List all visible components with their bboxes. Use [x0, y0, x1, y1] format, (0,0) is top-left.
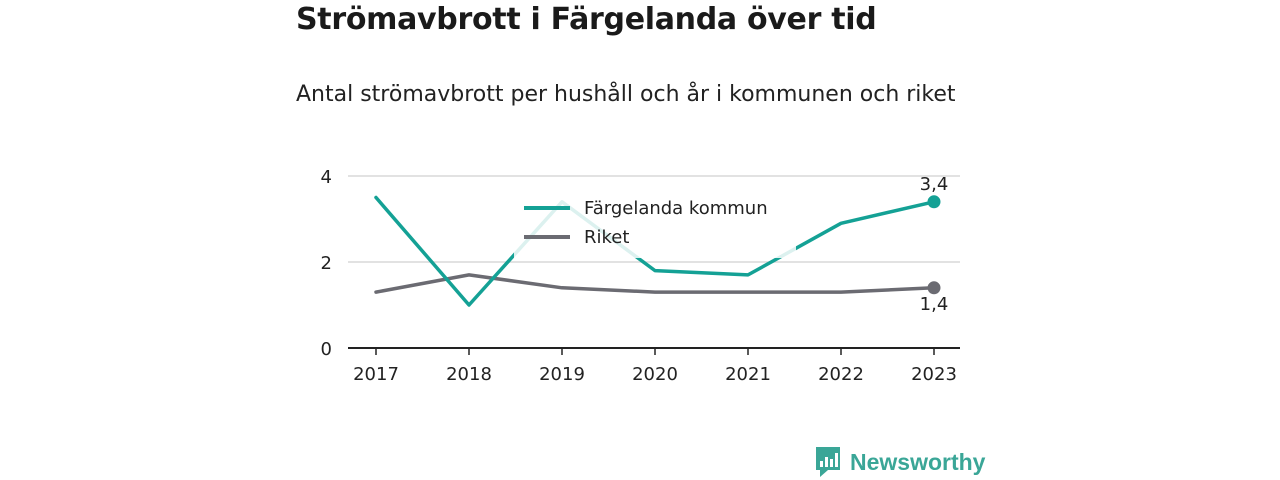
x-tick-label: 2021	[725, 364, 771, 385]
end-point-marker	[927, 195, 941, 209]
brand-logo: Newsworthy	[814, 446, 985, 478]
y-tick-label: 2	[321, 253, 332, 274]
end-point-marker	[927, 281, 941, 295]
chart-title: Strömavbrott i Färgelanda över tid	[296, 2, 877, 37]
brand-name: Newsworthy	[850, 448, 986, 475]
bar-chart-logo-icon	[816, 447, 840, 477]
x-tick-label: 2018	[446, 364, 492, 385]
x-tick-label: 2022	[818, 364, 864, 385]
x-tick-label: 2023	[911, 364, 957, 385]
x-tick-label: 2020	[632, 364, 678, 385]
legend-background	[514, 186, 796, 258]
chart-subtitle: Antal strömavbrott per hushåll och år i …	[296, 82, 956, 107]
series-line-kommun	[374, 195, 936, 307]
x-tick-label: 2017	[353, 364, 399, 385]
x-tick-label: 2019	[539, 364, 585, 385]
y-tick-label: 0	[321, 339, 332, 360]
end-value-label: 3,4	[920, 174, 949, 195]
y-tick-label: 4	[321, 167, 332, 188]
legend-label: Färgelanda kommun	[584, 198, 768, 219]
series-line-riket	[374, 273, 936, 294]
end-value-label: 1,4	[920, 294, 949, 315]
legend-label: Riket	[584, 227, 629, 248]
